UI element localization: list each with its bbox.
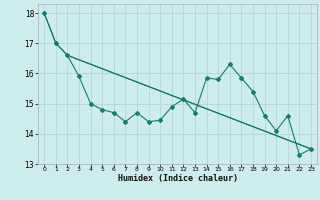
- X-axis label: Humidex (Indice chaleur): Humidex (Indice chaleur): [118, 174, 238, 183]
